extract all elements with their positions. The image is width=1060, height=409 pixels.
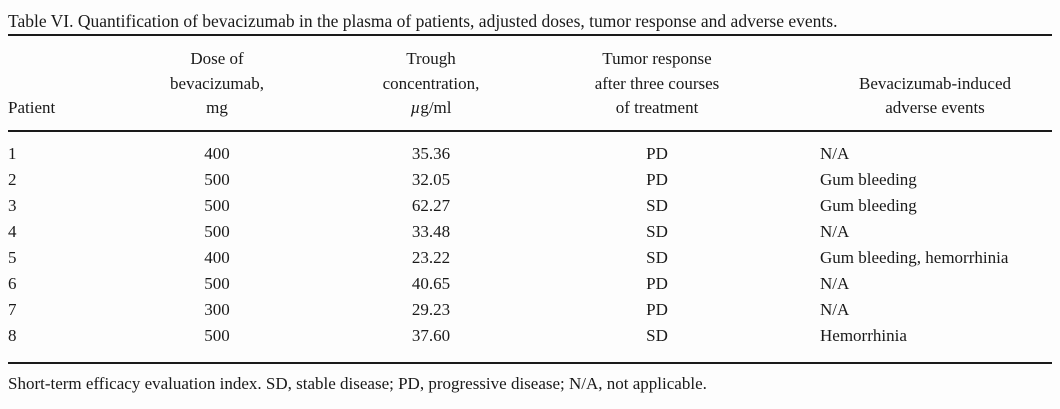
dose-cell: 500 [204,325,230,345]
patient-cell: 2 [8,169,17,189]
patient-cell: 6 [8,273,17,293]
column-header-dose: Dose of bevacizumab, mg [113,35,321,132]
paper-table-figure: Table VI. Quantification of bevacizumab … [8,11,1052,393]
column-header-adverse-events: Bevacizumab-induced adverse events [773,35,1052,132]
header-line: bevacizumab, [170,73,264,93]
response-cell: SD [646,247,668,267]
header-line: adverse events [885,98,985,117]
dose-cell: 500 [204,195,230,215]
table-row: 4 500 33.48 SD N/A [8,219,1052,245]
adverse-cell: Gum bleeding [820,195,917,215]
table-title: Table VI. Quantification of bevacizumab … [8,11,838,31]
adverse-cell: N/A [820,143,850,163]
column-header-patient: Patient [8,35,113,132]
table-row: 5 400 23.22 SD Gum bleeding, hemorrhinia [8,245,1052,271]
response-cell: SD [646,325,668,345]
dose-cell: 500 [204,169,230,189]
header-line: Patient [8,98,56,117]
dose-cell: 400 [204,143,230,163]
header-line: after three courses [594,73,720,93]
header-line: of treatment [615,98,699,117]
table-row: 1 400 35.36 PD N/A [8,131,1052,167]
header-line: concentration, [382,73,480,93]
response-cell: PD [646,143,668,163]
adverse-cell: N/A [820,221,850,241]
table-row: 8 500 37.60 SD Hemorrhinia [8,323,1052,363]
adverse-cell: Gum bleeding [820,169,917,189]
data-table: Patient Dose of bevacizumab, mg Trough c… [8,34,1052,364]
response-cell: SD [646,221,668,241]
mu-symbol: µ [410,98,421,117]
patient-cell: 7 [8,299,17,319]
table-row: 6 500 40.65 PD N/A [8,271,1052,297]
adverse-cell: N/A [820,299,850,319]
dose-cell: 400 [204,247,230,267]
table-header: Patient Dose of bevacizumab, mg Trough c… [8,35,1052,132]
trough-cell: 32.05 [411,169,451,189]
adverse-cell: Hemorrhinia [820,325,907,345]
table-row: 7 300 29.23 PD N/A [8,297,1052,323]
patient-cell: 3 [8,195,17,215]
header-line: Trough [406,49,456,68]
trough-cell: 33.48 [411,221,451,241]
unit-line: µg/ml [411,98,452,117]
patient-cell: 1 [8,143,17,163]
trough-cell: 23.22 [411,247,451,267]
adverse-cell: Gum bleeding, hemorrhinia [820,247,1009,267]
table-footnote: Short-term efficacy evaluation index. SD… [8,373,707,393]
header-line: Bevacizumab-induced [859,73,1011,93]
column-header-trough-concentration: Trough concentration, µg/ml [321,35,541,132]
header-line: Dose of [190,49,244,68]
header-line: Tumor response [602,49,712,68]
trough-cell: 35.36 [411,143,451,163]
column-header-tumor-response: Tumor response after three courses of tr… [541,35,773,132]
dose-cell: 500 [204,221,230,241]
trough-cell: 40.65 [411,273,451,293]
table-row: 3 500 62.27 SD Gum bleeding [8,193,1052,219]
response-cell: PD [646,169,668,189]
dose-cell: 300 [204,299,230,319]
header-line: mg [206,98,228,117]
unit-rest: g/ml [420,98,452,117]
patient-cell: 5 [8,247,17,267]
header-row: Patient Dose of bevacizumab, mg Trough c… [8,35,1052,132]
patient-cell: 4 [8,221,17,241]
adverse-cell: N/A [820,273,850,293]
table-row: 2 500 32.05 PD Gum bleeding [8,167,1052,193]
patient-cell: 8 [8,325,17,345]
trough-cell: 37.60 [411,325,451,345]
response-cell: SD [646,195,668,215]
table-body: 1 400 35.36 PD N/A 2 500 32.05 PD Gum bl… [8,131,1052,363]
dose-cell: 500 [204,273,230,293]
response-cell: PD [646,299,668,319]
trough-cell: 29.23 [411,299,451,319]
trough-cell: 62.27 [411,195,451,215]
response-cell: PD [646,273,668,293]
